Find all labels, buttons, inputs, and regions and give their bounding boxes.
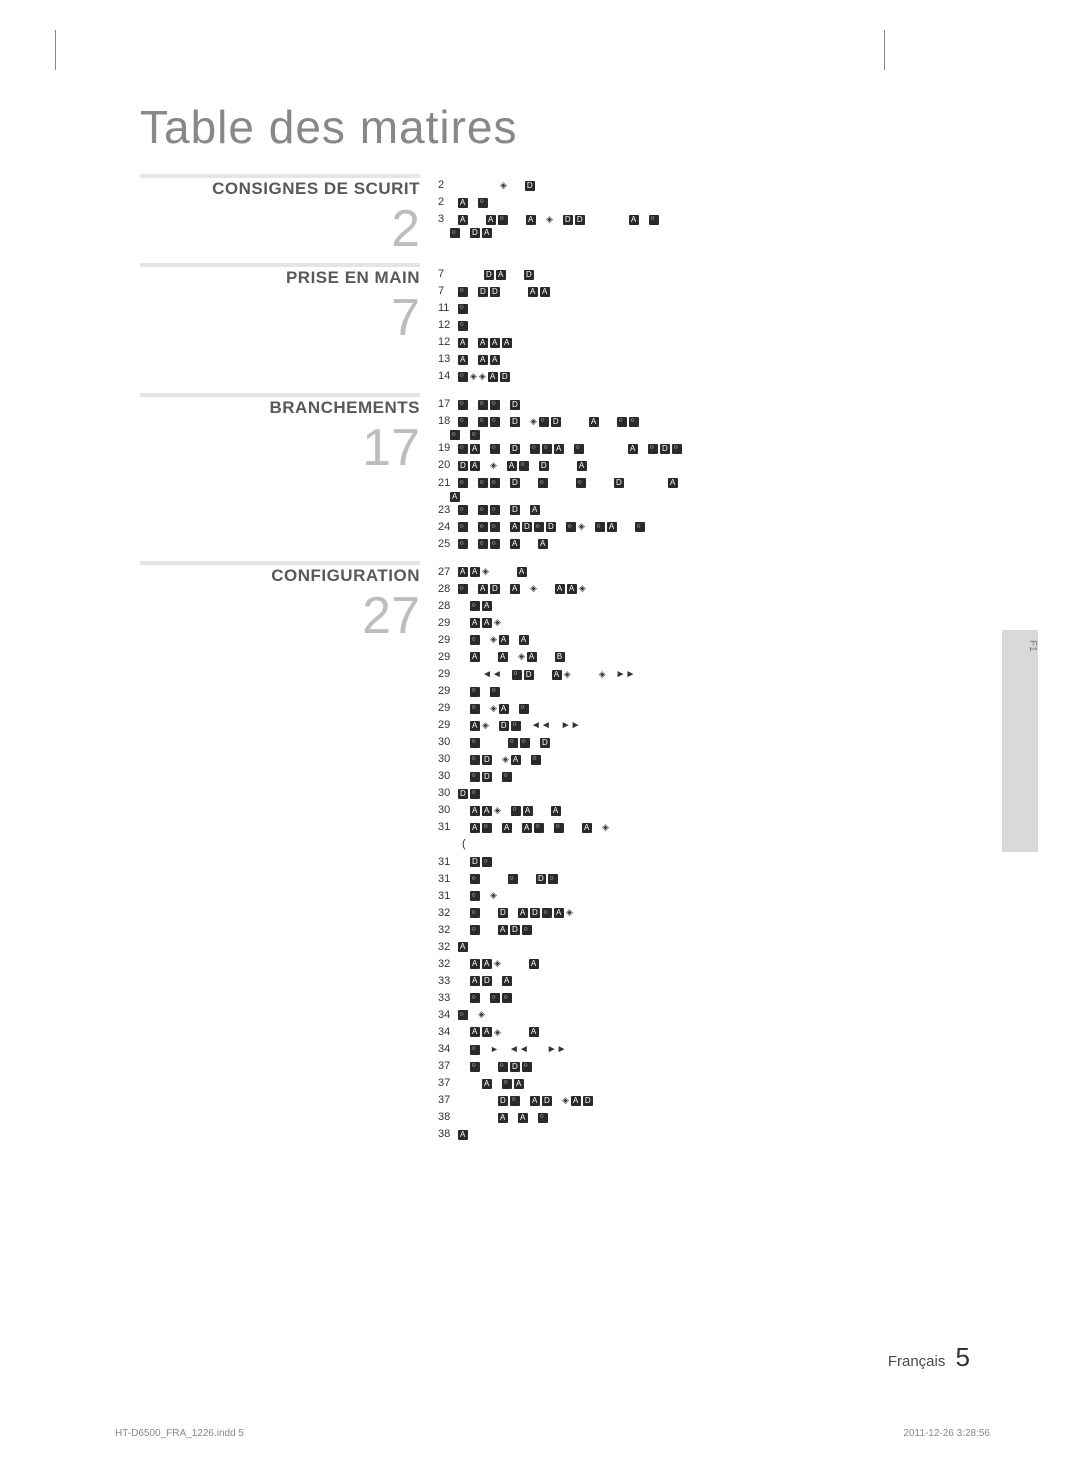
section-branchements: BRANCHEMENTS 17 17 18◈ 19 20◈ 21 23 24◈ … — [140, 393, 980, 552]
section-title: CONFIGURATION — [140, 566, 420, 586]
toc-lines-consignes: 2◈ 2 3◈ — [438, 174, 980, 255]
page-title: Table des matires — [140, 100, 980, 154]
section-number: 7 — [140, 292, 420, 344]
page-footer: Français 5 — [888, 1342, 970, 1373]
section-configuration: CONFIGURATION 27 27◈ 28◈◈ 28 29◈ 29◈ 29◈… — [140, 561, 980, 1144]
doc-file: HT-D6500_FRA_1226.indd 5 — [115, 1428, 244, 1439]
page-content: Table des matires CONSIGNES DE SCURIT 2 … — [140, 100, 980, 1379]
document-meta-footer: HT-D6500_FRA_1226.indd 5 2011-12-26 3:28… — [115, 1428, 990, 1439]
section-title: CONSIGNES DE SCURIT — [140, 179, 420, 199]
section-prise: PRISE EN MAIN 7 7 7 11 12 12 13 14◈◈ — [140, 263, 980, 385]
toc-lines-branchements: 17 18◈ 19 20◈ 21 23 24◈ 25 — [438, 393, 980, 552]
doc-timestamp: 2011-12-26 3:28:56 — [903, 1428, 990, 1439]
section-number: 2 — [140, 203, 420, 255]
page-number: 5 — [956, 1342, 970, 1372]
page-language: Français — [888, 1353, 946, 1370]
section-title: PRISE EN MAIN — [140, 268, 420, 288]
side-tab: F1 — [1002, 630, 1038, 852]
section-consignes: CONSIGNES DE SCURIT 2 2◈ 2 3◈ — [140, 174, 980, 255]
section-title: BRANCHEMENTS — [140, 398, 420, 418]
section-number: 27 — [140, 590, 420, 642]
toc-lines-configuration: 27◈ 28◈◈ 28 29◈ 29◈ 29◈ 29◄◄◈◈►► 29 29◈ … — [438, 561, 980, 1144]
crop-marks — [45, 30, 1035, 70]
toc-lines-prise: 7 7 11 12 12 13 14◈◈ — [438, 263, 980, 385]
side-tab-label: F1 — [1002, 640, 1038, 652]
section-number: 17 — [140, 422, 420, 474]
